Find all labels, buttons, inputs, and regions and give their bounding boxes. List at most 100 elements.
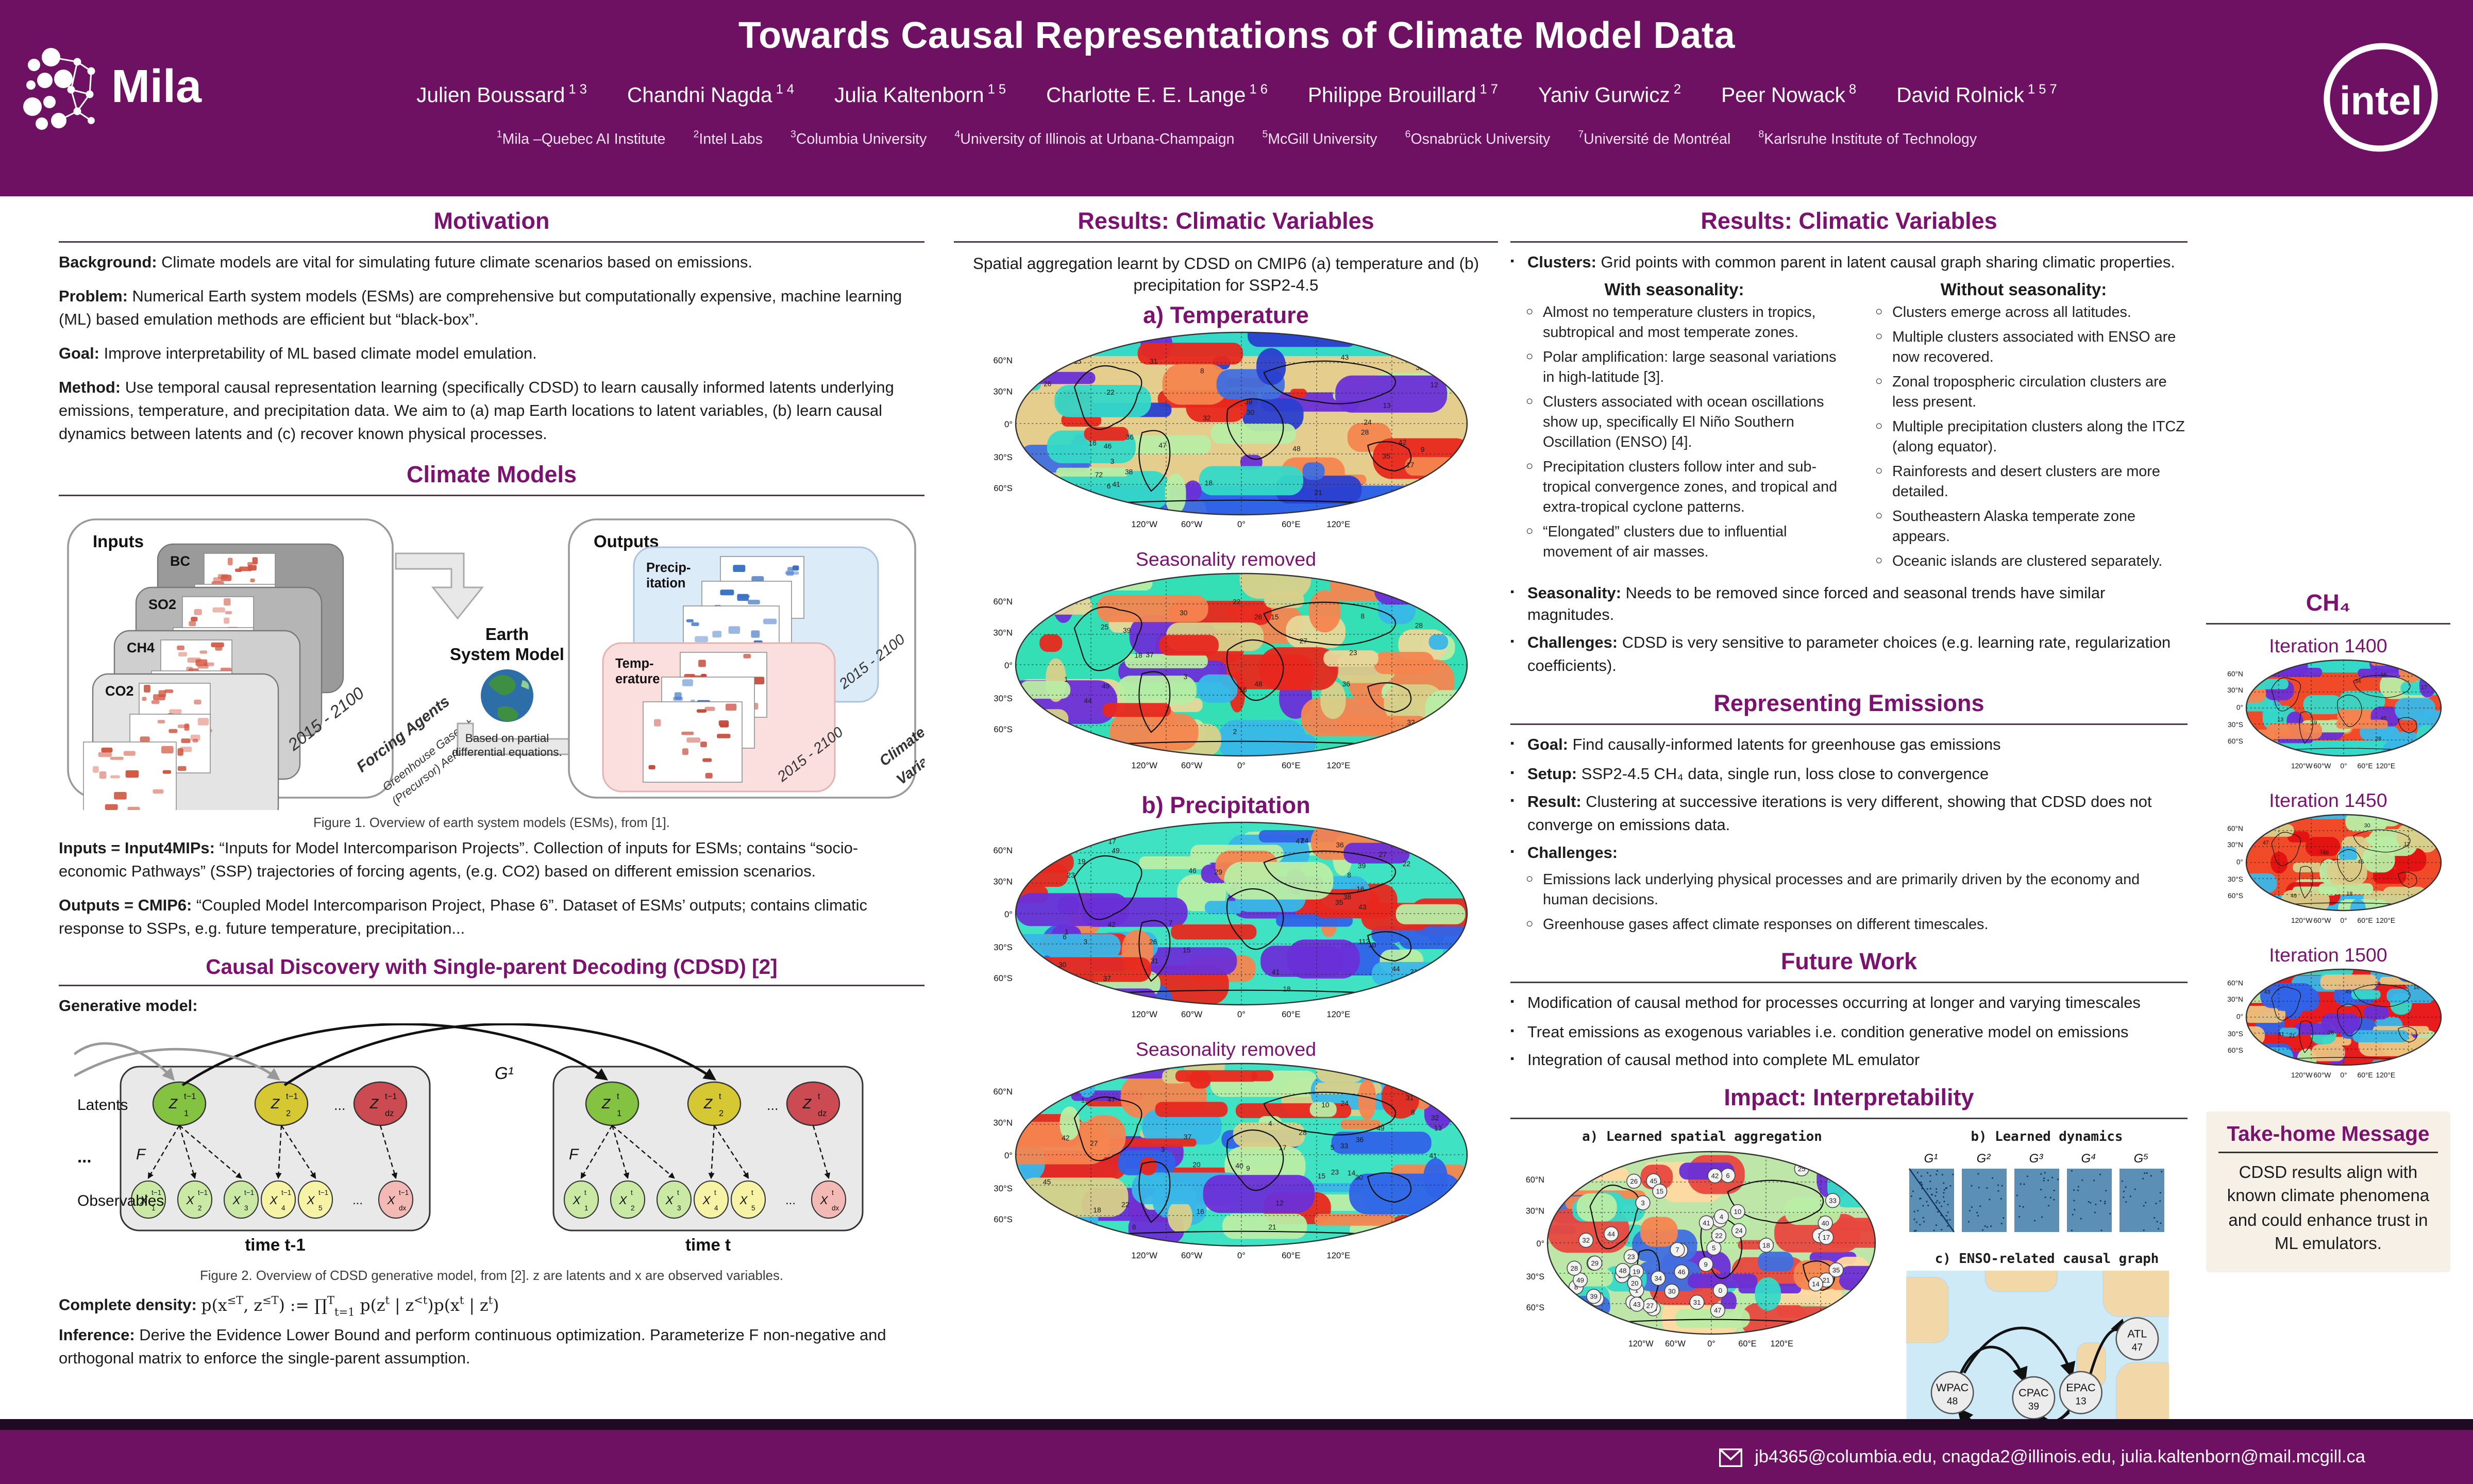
representing-emissions-title: Representing Emissions — [1713, 691, 1984, 718]
middle-column: Results: Climatic Variables Spatial aggr… — [954, 196, 1498, 1271]
svg-text:45: 45 — [2381, 715, 2387, 721]
contact-emails[interactable]: jb4365@columbia.edu, cnagda2@illinois.ed… — [1755, 1447, 2365, 1466]
svg-text:0°: 0° — [2236, 704, 2243, 712]
map-heading-temp-seasonality-removed: Seasonality removed — [1135, 549, 1317, 571]
svg-text:CH4: CH4 — [127, 640, 155, 656]
svg-text:Z: Z — [601, 1096, 611, 1111]
svg-text:differential equations.: differential equations. — [452, 746, 562, 759]
svg-text:33: 33 — [1340, 1143, 1349, 1151]
svg-text:29: 29 — [1591, 1260, 1599, 1268]
without-seasonality-item: ○ Clusters emerge across all latitudes. — [1875, 305, 2131, 323]
svg-text:3: 3 — [1111, 458, 1115, 466]
svg-text:9: 9 — [1421, 446, 1425, 454]
svg-text:erature: erature — [615, 672, 660, 687]
svg-text:38: 38 — [1125, 468, 1133, 476]
learned-dynamics-matrices: G¹ G² G³ G⁴ G⁵ — [1906, 1149, 2188, 1243]
footer-strip — [0, 1419, 2473, 1430]
svg-text:5: 5 — [1331, 1144, 1335, 1152]
svg-text:30°S: 30°S — [994, 1184, 1013, 1194]
svg-text:27: 27 — [1379, 851, 1387, 859]
svg-text:ATL: ATL — [2127, 1328, 2147, 1341]
svg-text:25: 25 — [1425, 1090, 1433, 1098]
svg-text:30°S: 30°S — [994, 694, 1013, 704]
svg-text:23: 23 — [1349, 649, 1357, 657]
affiliation-list: 1Mila –Quebec AI Institute 2Intel Labs 3Co… — [0, 130, 2473, 148]
motivation-title: Motivation — [433, 209, 550, 235]
svg-text:17: 17 — [1278, 1144, 1286, 1152]
svg-text:t−1: t−1 — [385, 1092, 397, 1101]
svg-text:3: 3 — [1161, 1146, 1165, 1154]
svg-text:120°W: 120°W — [2291, 917, 2313, 924]
temperature-seasonality-removed-map: 27 32 15 39 49 30 28 23 22 36 18 3 8 48 25 26 16 1 37 0 44 2 … — [954, 571, 1498, 781]
svg-text:Inputs: Inputs — [93, 532, 144, 551]
svg-text:60°E: 60°E — [1738, 1340, 1756, 1349]
svg-text:24: 24 — [1301, 837, 1309, 845]
svg-text:35: 35 — [1335, 899, 1343, 907]
svg-text:47: 47 — [1158, 442, 1166, 450]
mila-logo: Mila — [22, 43, 201, 133]
svg-text:60°E: 60°E — [1282, 761, 1301, 771]
svg-text:5: 5 — [751, 1204, 755, 1212]
svg-text:X: X — [269, 1194, 278, 1207]
svg-text:44: 44 — [1084, 697, 1092, 705]
figure1-caption: Figure 1. Overview of earth system model… — [313, 815, 670, 831]
svg-text:22: 22 — [1403, 861, 1410, 868]
svg-text:60°W: 60°W — [1181, 520, 1202, 530]
svg-text:G⁴: G⁴ — [2081, 1152, 2096, 1166]
author-item: Philippe Brouillard 1 7 — [1307, 80, 1498, 106]
emissions-bullet: ▪ Challenges: — [1510, 845, 1618, 863]
svg-text:13: 13 — [1434, 1125, 1442, 1133]
svg-text:30°N: 30°N — [2227, 686, 2243, 694]
ch4-iteration-1450-heading: Iteration 1450 — [2269, 790, 2387, 812]
middle-subtitle: Spatial aggregation learnt by CDSD on CM… — [972, 255, 1479, 296]
mila-logo-icon — [23, 48, 95, 130]
svg-text:dx: dx — [399, 1204, 407, 1212]
right-results-title: Results: Climatic Variables — [1701, 209, 1997, 235]
svg-text:Earth: Earth — [485, 625, 529, 644]
svg-text:30°N: 30°N — [994, 1118, 1013, 1128]
svg-text:WPAC: WPAC — [1936, 1381, 1969, 1394]
svg-text:4: 4 — [1095, 982, 1099, 989]
emissions-bullets: ▪ Goal: Find causally-informed latents fo… — [1510, 736, 2188, 866]
svg-text:t−1: t−1 — [184, 1092, 196, 1101]
svg-text:0°: 0° — [1707, 1340, 1715, 1349]
figure3-a: a) Learned spatial aggregation 383045371… — [1510, 1131, 1894, 1443]
svg-text:intel: intel — [2340, 78, 2422, 123]
svg-text:dz: dz — [385, 1109, 394, 1118]
motivation-item: Goal: Improve interpretability of ML bas… — [59, 346, 537, 363]
svg-text:t: t — [677, 1189, 679, 1196]
svg-text:18: 18 — [1135, 652, 1143, 660]
svg-text:22: 22 — [1715, 1233, 1723, 1240]
svg-text:0°: 0° — [2236, 1013, 2243, 1021]
svg-text:18: 18 — [1762, 1242, 1770, 1250]
svg-text:2: 2 — [719, 1109, 724, 1118]
affiliation-item: 5McGill University — [1262, 130, 1377, 149]
svg-text:17: 17 — [2421, 684, 2427, 690]
svg-text:t−1: t−1 — [318, 1189, 328, 1196]
svg-text:30°N: 30°N — [994, 877, 1013, 887]
ch4-iteration-1400-map: 13 19 34 45 16 17 28 60°N 30°N 0° 30°S 60°S 120°W 60… — [2206, 657, 2450, 781]
svg-text:120°W: 120°W — [1131, 520, 1157, 530]
svg-text:45: 45 — [2345, 989, 2351, 995]
svg-text:9: 9 — [1704, 1261, 1708, 1269]
future-work-items: ▪ Modification of causal method for proce… — [1510, 994, 2188, 1073]
svg-text:39: 39 — [2028, 1402, 2039, 1413]
affiliation-item: 6Osnabrück University — [1405, 130, 1551, 149]
with-seasonality-item: ○ Precipitation clusters follow inter and… — [1526, 459, 1838, 516]
with-seasonality-column: With seasonality: ○ Almost no temperature… — [1510, 282, 1838, 578]
svg-text:33: 33 — [2319, 849, 2326, 855]
climate-models-paragraphs: Inputs = Input4MIPs: “Inputs for Model I… — [59, 840, 924, 943]
svg-text:Latents: Latents — [77, 1097, 128, 1114]
svg-text:Z: Z — [802, 1096, 812, 1111]
svg-text:81: 81 — [2278, 1032, 2284, 1038]
svg-text:34: 34 — [1435, 496, 1443, 504]
svg-text:16: 16 — [1239, 686, 1247, 694]
svg-text:39: 39 — [1358, 863, 1366, 870]
svg-text:48: 48 — [1254, 681, 1263, 688]
svg-text:26: 26 — [1254, 614, 1263, 621]
svg-text:48: 48 — [1947, 1397, 1958, 1408]
without-seasonality-item: ○ Oceanic islands are clustered separatel… — [1875, 553, 2163, 570]
svg-text:33: 33 — [1411, 981, 1420, 988]
svg-text:31: 31 — [1150, 358, 1157, 366]
svg-text:49: 49 — [1102, 683, 1110, 690]
